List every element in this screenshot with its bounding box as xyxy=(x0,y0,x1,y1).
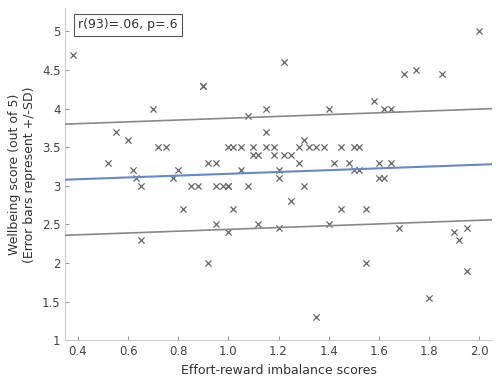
Point xyxy=(224,183,232,189)
Point xyxy=(274,175,282,181)
Point xyxy=(380,105,388,112)
Point xyxy=(274,167,282,174)
Point xyxy=(262,129,270,135)
Point xyxy=(244,183,252,189)
Point xyxy=(224,183,232,189)
Point xyxy=(204,260,212,266)
Point xyxy=(300,183,308,189)
Point xyxy=(187,183,195,189)
Point xyxy=(388,160,396,166)
Point xyxy=(375,175,383,181)
X-axis label: Effort-reward imbalance scores: Effort-reward imbalance scores xyxy=(180,364,376,377)
Point xyxy=(395,225,403,231)
Point xyxy=(212,221,220,228)
Point xyxy=(254,152,262,158)
Point xyxy=(237,167,245,174)
Point xyxy=(250,144,258,151)
Point xyxy=(270,144,278,151)
Point xyxy=(337,144,345,151)
Point xyxy=(136,237,144,243)
Point xyxy=(324,105,332,112)
Point xyxy=(230,144,237,151)
Point xyxy=(254,221,262,228)
Point xyxy=(154,144,162,151)
Point xyxy=(149,105,157,112)
Point xyxy=(124,136,132,142)
Point xyxy=(380,175,388,181)
Point xyxy=(388,105,396,112)
Point xyxy=(274,225,282,231)
Point xyxy=(475,28,483,35)
Point xyxy=(112,129,120,135)
Point xyxy=(455,237,463,243)
Point xyxy=(438,71,446,77)
Point xyxy=(355,167,363,174)
Point xyxy=(400,71,408,77)
Point xyxy=(362,206,370,212)
Point xyxy=(425,295,433,301)
Text: r(93)=.06, p=.6: r(93)=.06, p=.6 xyxy=(78,18,178,31)
Point xyxy=(412,67,420,73)
Point xyxy=(300,136,308,142)
Point xyxy=(320,144,328,151)
Point xyxy=(312,144,320,151)
Point xyxy=(200,82,207,89)
Point xyxy=(136,183,144,189)
Point xyxy=(250,152,258,158)
Point xyxy=(262,105,270,112)
Point xyxy=(294,160,302,166)
Point xyxy=(104,160,112,166)
Point xyxy=(324,221,332,228)
Point xyxy=(294,144,302,151)
Point xyxy=(220,183,228,189)
Point xyxy=(355,144,363,151)
Point xyxy=(312,314,320,320)
Point xyxy=(287,152,295,158)
Point xyxy=(179,206,187,212)
Point xyxy=(212,160,220,166)
Point xyxy=(244,113,252,119)
Point xyxy=(212,183,220,189)
Point xyxy=(224,144,232,151)
Point xyxy=(69,52,77,58)
Point xyxy=(330,160,338,166)
Point xyxy=(224,229,232,235)
Point xyxy=(375,160,383,166)
Point xyxy=(450,229,458,235)
Point xyxy=(304,144,312,151)
Point xyxy=(194,183,202,189)
Point xyxy=(462,268,470,274)
Point xyxy=(204,160,212,166)
Point xyxy=(362,260,370,266)
Point xyxy=(262,144,270,151)
Y-axis label: Wellbeing score (out of 5)
(Error bars represent +/-SD): Wellbeing score (out of 5) (Error bars r… xyxy=(8,86,36,263)
Point xyxy=(270,152,278,158)
Point xyxy=(230,206,237,212)
Point xyxy=(162,144,170,151)
Point xyxy=(129,167,137,174)
Point xyxy=(280,59,287,65)
Point xyxy=(337,206,345,212)
Point xyxy=(280,152,287,158)
Point xyxy=(344,160,352,166)
Point xyxy=(174,167,182,174)
Point xyxy=(350,144,358,151)
Point xyxy=(370,98,378,104)
Point xyxy=(200,82,207,89)
Point xyxy=(287,198,295,204)
Point xyxy=(132,175,140,181)
Point xyxy=(237,144,245,151)
Point xyxy=(169,175,177,181)
Point xyxy=(350,167,358,174)
Point xyxy=(462,225,470,231)
